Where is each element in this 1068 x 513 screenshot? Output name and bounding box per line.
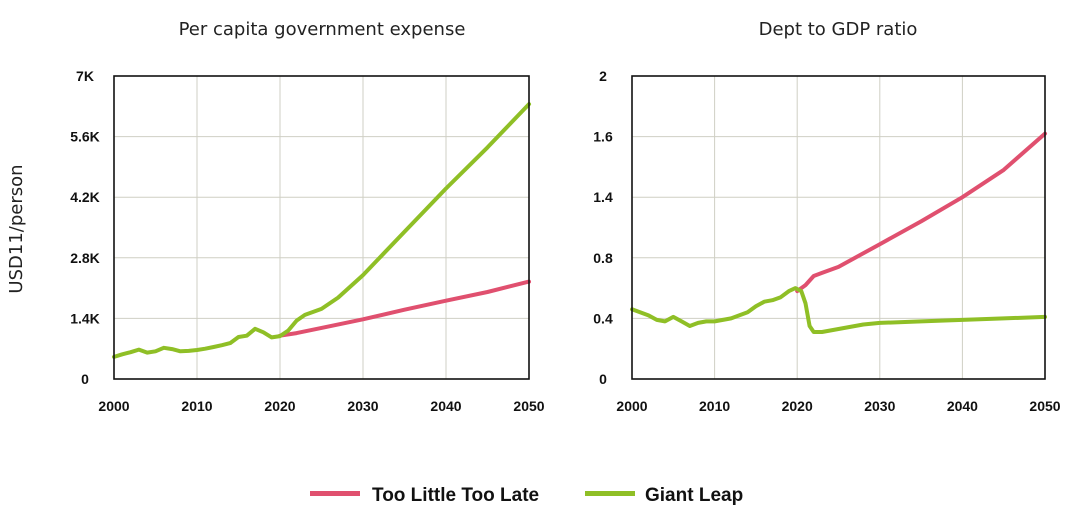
y-tick-label: 0	[599, 371, 607, 387]
legend-item-too-little-too-late[interactable]: Too Little Too Late	[310, 485, 539, 506]
legend-swatch	[585, 491, 635, 496]
y-tick-label: 1.4K	[70, 310, 100, 326]
series-layer	[112, 102, 531, 359]
y-tick-label: 1.4	[593, 189, 613, 205]
x-tick-label: 2010	[699, 398, 730, 414]
y-tick-label: 5.6K	[70, 129, 100, 145]
legend: Too Little Too Late Giant Leap	[310, 485, 743, 506]
series-line-giant-leap	[630, 286, 1047, 334]
plot-frame	[113, 75, 530, 380]
x-tick-label: 2020	[264, 398, 295, 414]
series-line-giant-leap	[112, 102, 531, 359]
tick-labels: 2000 2010 2020 2030 2040 2050 0 1.4K 2.8K 4.2K 5.6…	[70, 68, 545, 414]
x-tick-label: 2020	[782, 398, 813, 414]
x-tick-label: 2040	[947, 398, 978, 414]
plot-frame	[631, 75, 1046, 380]
legend-item-giant-leap[interactable]: Giant Leap	[585, 485, 743, 506]
x-tick-label: 2000	[98, 398, 129, 414]
y-tick-label: 0.8	[593, 250, 613, 266]
y-tick-label: 0	[81, 371, 89, 387]
x-tick-label: 2010	[181, 398, 212, 414]
series-layer	[630, 131, 1047, 334]
legend-label: Giant Leap	[645, 485, 743, 506]
x-tick-label: 2030	[864, 398, 895, 414]
x-tick-label: 2050	[1029, 398, 1060, 414]
y-tick-label: 0.4	[593, 310, 613, 326]
y-tick-label: 4.2K	[70, 189, 100, 205]
tick-labels: 2000 2010 2020 2030 2040 2050 0 0.4 0.8 1.4 1.6 2	[593, 68, 1061, 414]
chart-title: Dept to GDP ratio	[759, 19, 918, 40]
y-tick-label: 1.6	[593, 129, 613, 145]
y-axis-label: USD11/person	[6, 164, 27, 293]
chart-debt-to-gdp: Dept to GDP ratio 2000 2010 2020 2030 2040 20…	[593, 19, 1061, 414]
x-tick-label: 2000	[616, 398, 647, 414]
y-tick-label: 2	[599, 68, 607, 84]
legend-label: Too Little Too Late	[372, 485, 539, 506]
grid-lines	[113, 75, 530, 380]
chart-title: Per capita government expense	[179, 19, 466, 40]
series-line-too-little-too-late	[278, 279, 531, 338]
y-tick-label: 7K	[76, 68, 94, 84]
x-tick-label: 2050	[513, 398, 544, 414]
grid-lines	[631, 75, 1046, 380]
x-tick-label: 2030	[347, 398, 378, 414]
chart-per-capita-expense: Per capita government expense USD11/pers…	[6, 19, 545, 414]
y-tick-label: 2.8K	[70, 250, 100, 266]
x-tick-label: 2040	[430, 398, 461, 414]
series-line-too-little-too-late	[795, 131, 1047, 294]
legend-swatch	[310, 491, 360, 496]
